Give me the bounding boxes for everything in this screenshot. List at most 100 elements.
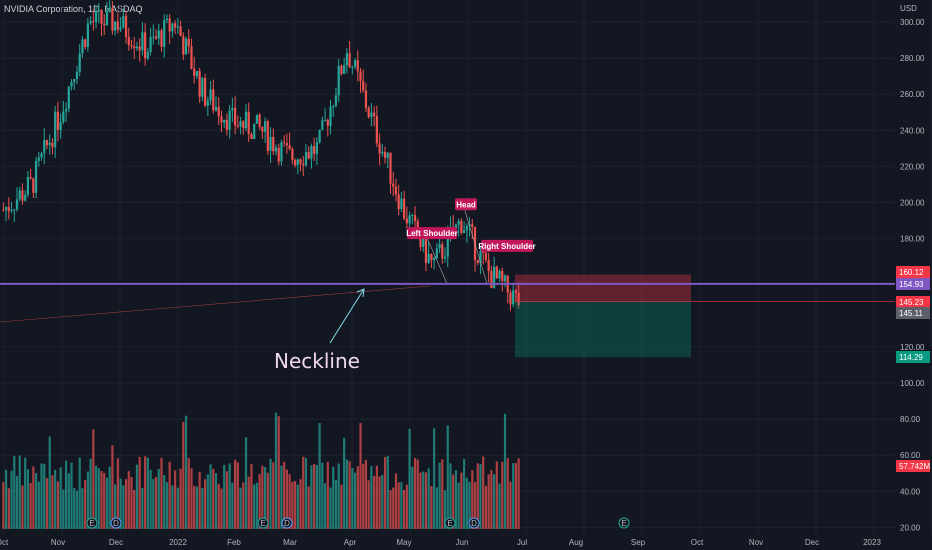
volume-bar <box>135 464 139 529</box>
volume-bar <box>195 486 199 529</box>
volume-bar <box>419 472 422 529</box>
candle-body <box>495 266 498 279</box>
price-label: 145.11 <box>899 309 923 318</box>
volume-bar <box>408 428 411 529</box>
candle-body <box>122 15 125 28</box>
volume-bar <box>468 481 471 529</box>
chart-title: NVIDIA Corporation, 1D, NASDAQ <box>4 4 143 14</box>
volume-bar <box>452 474 455 529</box>
volume-bar <box>15 475 19 529</box>
time-tick: Mar <box>283 538 297 547</box>
candle-body <box>105 10 109 26</box>
event-marker-label: D <box>284 519 290 528</box>
volume-bar <box>45 478 49 529</box>
volume-bar <box>348 461 351 529</box>
neckline-label: Neckline <box>274 349 360 373</box>
price-tick: 280.00 <box>900 54 925 63</box>
candle-body <box>375 116 378 144</box>
volume-bar <box>277 416 280 529</box>
volume-bar <box>124 479 128 529</box>
volume-bar <box>509 481 512 529</box>
volume-bar <box>160 457 163 529</box>
candle-body <box>48 142 51 146</box>
volume-bar <box>411 466 414 529</box>
candle-body <box>119 27 122 30</box>
volume-bar <box>62 489 65 529</box>
candle-body <box>144 32 147 59</box>
volume-bar <box>381 474 384 529</box>
candle-body <box>78 53 81 72</box>
candle-body <box>487 259 490 272</box>
candle-body <box>457 220 460 225</box>
candle-body <box>138 46 141 51</box>
volume-bar <box>473 482 477 529</box>
volume-bar <box>133 489 136 529</box>
volume-bar <box>146 457 149 529</box>
candle-body <box>198 71 201 97</box>
candle-body <box>427 253 430 263</box>
candle-body <box>247 111 250 134</box>
candle-body <box>75 71 79 79</box>
pattern-label-bg <box>455 198 477 211</box>
volume-bar <box>343 437 346 529</box>
volume-bar <box>97 468 100 529</box>
volume-bar <box>103 472 106 529</box>
candle-body <box>124 15 128 37</box>
volume-bar <box>179 468 182 529</box>
time-tick: Sep <box>631 538 646 547</box>
volume-bar <box>84 480 87 529</box>
candle-body <box>285 143 288 146</box>
volume-bar <box>351 467 354 529</box>
candle-body <box>296 159 299 166</box>
volume-bar <box>503 413 507 529</box>
candle-body <box>362 81 365 91</box>
candle-body <box>133 46 136 49</box>
volume-bar <box>457 482 460 529</box>
candle-body <box>512 290 515 305</box>
volume-bar <box>59 467 62 529</box>
volume-bar <box>323 483 327 529</box>
candle-body <box>340 65 343 74</box>
candle-body <box>184 38 188 55</box>
candle-body <box>45 139 49 146</box>
price-label-bg <box>896 460 930 472</box>
candle-body <box>64 108 68 112</box>
volume-bar <box>201 488 204 529</box>
volume-bar <box>443 490 447 529</box>
pattern-label: Head <box>456 200 476 209</box>
candle-body <box>149 36 152 53</box>
candle-body <box>40 153 43 158</box>
price-tick: 40.00 <box>900 487 921 496</box>
volume-bar <box>29 482 32 529</box>
candle-body <box>195 71 199 76</box>
event-marker <box>257 517 269 529</box>
candle-body <box>116 21 119 30</box>
candle-body <box>392 183 395 187</box>
event-marker <box>468 517 480 529</box>
price-label: 154.93 <box>899 280 924 289</box>
price-tick: 180.00 <box>900 235 925 244</box>
volume-bar <box>471 470 474 529</box>
volume-bar <box>370 466 373 529</box>
candle-body <box>337 65 340 96</box>
candle-body <box>239 121 242 127</box>
volume-bar <box>394 473 398 529</box>
volume-bar <box>315 464 318 529</box>
volume-bar <box>168 461 171 529</box>
event-marker <box>110 517 122 529</box>
candle-body <box>465 226 468 231</box>
trend-line <box>0 285 431 323</box>
time-tick: Oct <box>691 538 704 547</box>
volume-bar <box>122 485 125 529</box>
volume-bar <box>378 476 381 529</box>
candle-body <box>204 77 207 106</box>
volume-bar <box>114 484 117 529</box>
volume-bar <box>13 456 16 529</box>
candle-body <box>193 68 196 76</box>
volume-bar <box>239 487 242 529</box>
candle-body <box>389 152 392 184</box>
candle-body <box>51 142 54 148</box>
candle-body <box>479 250 482 263</box>
event-marker-label: E <box>621 519 626 528</box>
